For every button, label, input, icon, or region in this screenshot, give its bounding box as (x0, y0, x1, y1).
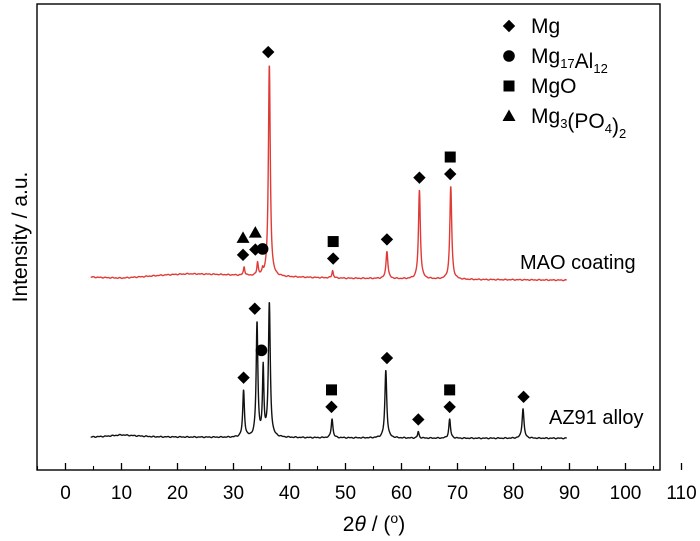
legend-label: Mg17Al12 (531, 45, 608, 76)
diamond-marker (262, 45, 275, 59)
x-tick-label: 60 (391, 483, 412, 504)
triangle-marker (248, 226, 262, 238)
triangle-marker (236, 231, 250, 243)
x-tick-label: 10 (111, 483, 132, 504)
circle-marker (256, 243, 269, 255)
x-axis-ticks: 0 10 20 30 40 50 60 70 80 90 100 110 (36, 463, 697, 504)
x-tick-label: 30 (223, 483, 244, 504)
legend-label: MgO (531, 75, 577, 98)
square-marker (326, 384, 337, 396)
x-tick-label: 50 (335, 483, 356, 504)
y-axis-title: Intensity / a.u. (9, 172, 32, 303)
diamond-marker (380, 233, 394, 246)
x-tick-label: 90 (559, 483, 580, 504)
legend-label: Mg (531, 15, 560, 38)
diamond-marker (444, 167, 457, 181)
series-label-az91-alloy: AZ91 alloy (549, 407, 644, 429)
legend-square-icon (503, 80, 515, 92)
legend-label: Mg3(PO4)2 (531, 105, 626, 141)
diamond-marker (412, 413, 425, 426)
diamond-marker (413, 171, 426, 184)
series-line-az91-alloy (90, 302, 568, 440)
x-tick-label: 110 (666, 483, 696, 504)
x-tick-label: 40 (279, 483, 300, 504)
x-tick-label: 70 (447, 483, 468, 504)
x-tick-label: 0 (60, 483, 71, 504)
series-line-mao-coating (90, 65, 568, 282)
x-axis-title: 2θ / (o) (343, 510, 405, 536)
legend-triangle-icon (502, 109, 516, 121)
plot-frame (36, 3, 661, 471)
series-layer: MAO coating AZ91 alloy (90, 65, 644, 440)
x-tick-label: 100 (610, 483, 642, 504)
diamond-marker (380, 351, 394, 365)
diamond-marker (325, 400, 338, 414)
diamond-marker (443, 400, 456, 414)
circle-marker (255, 344, 268, 357)
diamond-marker (248, 302, 261, 315)
square-marker (327, 236, 339, 248)
x-tick-label: 20 (167, 483, 188, 504)
peak-markers (236, 45, 530, 426)
diamond-marker (326, 252, 340, 265)
series-label-mao-coating: MAO coating (520, 252, 636, 274)
square-marker (444, 384, 456, 396)
diamond-marker (236, 248, 250, 262)
square-marker (444, 151, 456, 163)
x-tick-label: 80 (503, 483, 524, 504)
diamond-marker (517, 390, 530, 404)
legend-circle-icon (503, 50, 515, 62)
legend-diamond-icon (502, 19, 516, 33)
diamond-marker (237, 371, 250, 384)
